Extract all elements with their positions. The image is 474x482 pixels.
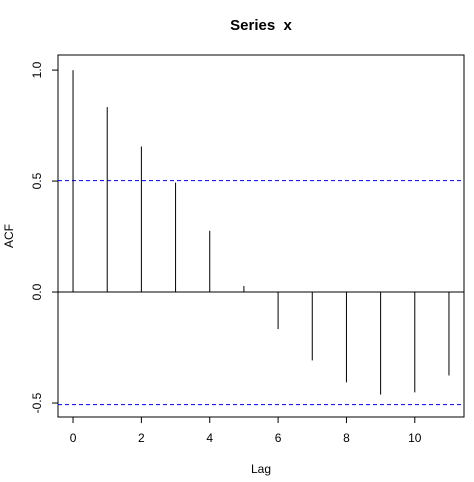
y-tick-label: -0.5	[30, 392, 44, 413]
x-tick-label: 0	[70, 431, 77, 445]
x-axis-label: Lag	[251, 462, 271, 476]
y-tick-label: 1.0	[30, 61, 44, 78]
x-tick-label: 2	[138, 431, 145, 445]
x-tick-label: 8	[343, 431, 350, 445]
y-axis-label: ACF	[2, 224, 16, 248]
x-tick-label: 10	[408, 431, 422, 445]
y-tick-label: 0.0	[30, 283, 44, 300]
chart-title: Series x	[230, 17, 292, 34]
y-tick-label: 0.5	[30, 172, 44, 189]
x-tick-label: 6	[275, 431, 282, 445]
plot-frame	[57, 54, 465, 418]
x-tick-label: 4	[206, 431, 213, 445]
